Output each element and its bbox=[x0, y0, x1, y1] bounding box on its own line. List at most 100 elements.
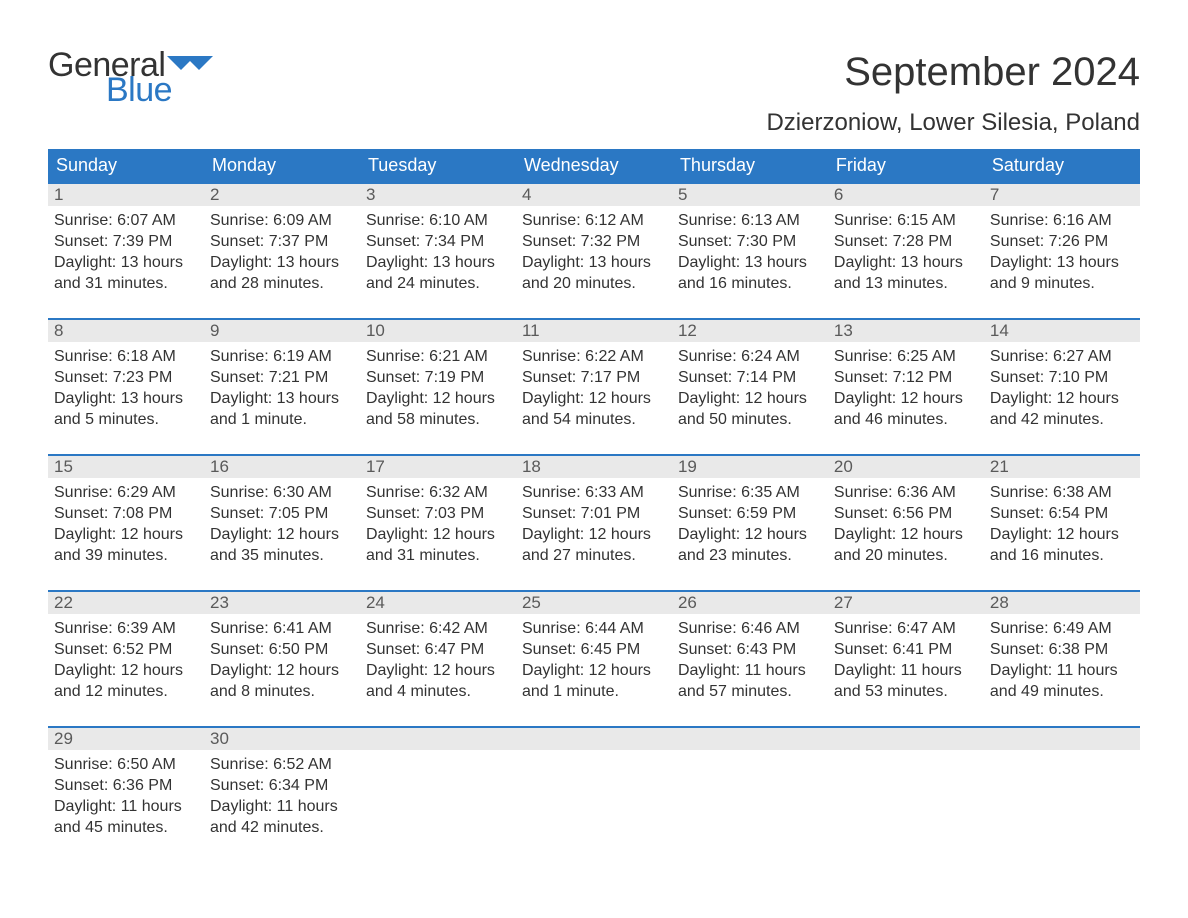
day-cell: 25Sunrise: 6:44 AMSunset: 6:45 PMDayligh… bbox=[516, 591, 672, 727]
day-number: 7 bbox=[984, 184, 1140, 206]
calendar-table: Sunday Monday Tuesday Wednesday Thursday… bbox=[48, 149, 1140, 863]
day2-text: and 5 minutes. bbox=[54, 409, 198, 430]
header: General Blue September 2024 Dzierzoniow,… bbox=[48, 50, 1140, 141]
day-number: 5 bbox=[672, 184, 828, 206]
day-details: Sunrise: 6:16 AMSunset: 7:26 PMDaylight:… bbox=[984, 206, 1140, 294]
sunrise-text: Sunrise: 6:10 AM bbox=[366, 210, 510, 231]
week-row: 22Sunrise: 6:39 AMSunset: 6:52 PMDayligh… bbox=[48, 591, 1140, 727]
sunset-text: Sunset: 7:32 PM bbox=[522, 231, 666, 252]
sunset-text: Sunset: 7:30 PM bbox=[678, 231, 822, 252]
sunrise-text: Sunrise: 6:47 AM bbox=[834, 618, 978, 639]
sunrise-text: Sunrise: 6:30 AM bbox=[210, 482, 354, 503]
sunrise-text: Sunrise: 6:29 AM bbox=[54, 482, 198, 503]
day-cell: 8Sunrise: 6:18 AMSunset: 7:23 PMDaylight… bbox=[48, 319, 204, 455]
sunrise-text: Sunrise: 6:39 AM bbox=[54, 618, 198, 639]
day-cell: 30Sunrise: 6:52 AMSunset: 6:34 PMDayligh… bbox=[204, 727, 360, 863]
day-details: Sunrise: 6:12 AMSunset: 7:32 PMDaylight:… bbox=[516, 206, 672, 294]
location-text: Dzierzoniow, Lower Silesia, Poland bbox=[766, 109, 1140, 137]
day-number-empty bbox=[828, 728, 984, 750]
day-cell bbox=[360, 727, 516, 863]
day1-text: Daylight: 13 hours bbox=[522, 252, 666, 273]
sunset-text: Sunset: 6:47 PM bbox=[366, 639, 510, 660]
logo: General Blue bbox=[48, 50, 215, 105]
sunrise-text: Sunrise: 6:52 AM bbox=[210, 754, 354, 775]
flag-icon bbox=[167, 52, 215, 79]
day1-text: Daylight: 12 hours bbox=[54, 660, 198, 681]
day-number: 4 bbox=[516, 184, 672, 206]
day-number: 22 bbox=[48, 592, 204, 614]
sunset-text: Sunset: 6:50 PM bbox=[210, 639, 354, 660]
day-cell bbox=[516, 727, 672, 863]
sunrise-text: Sunrise: 6:19 AM bbox=[210, 346, 354, 367]
weekday-header: Friday bbox=[828, 149, 984, 183]
day-details: Sunrise: 6:42 AMSunset: 6:47 PMDaylight:… bbox=[360, 614, 516, 702]
day1-text: Daylight: 11 hours bbox=[834, 660, 978, 681]
day-number: 23 bbox=[204, 592, 360, 614]
week-row: 29Sunrise: 6:50 AMSunset: 6:36 PMDayligh… bbox=[48, 727, 1140, 863]
sunset-text: Sunset: 7:26 PM bbox=[990, 231, 1134, 252]
day2-text: and 20 minutes. bbox=[522, 273, 666, 294]
sunset-text: Sunset: 6:38 PM bbox=[990, 639, 1134, 660]
sunset-text: Sunset: 7:10 PM bbox=[990, 367, 1134, 388]
day-number: 26 bbox=[672, 592, 828, 614]
day1-text: Daylight: 13 hours bbox=[210, 252, 354, 273]
day-details: Sunrise: 6:25 AMSunset: 7:12 PMDaylight:… bbox=[828, 342, 984, 430]
sunset-text: Sunset: 6:52 PM bbox=[54, 639, 198, 660]
day-number-empty bbox=[360, 728, 516, 750]
sunrise-text: Sunrise: 6:27 AM bbox=[990, 346, 1134, 367]
sunset-text: Sunset: 7:14 PM bbox=[678, 367, 822, 388]
sunrise-text: Sunrise: 6:41 AM bbox=[210, 618, 354, 639]
sunset-text: Sunset: 6:34 PM bbox=[210, 775, 354, 796]
day-number-empty bbox=[672, 728, 828, 750]
day1-text: Daylight: 12 hours bbox=[678, 524, 822, 545]
day2-text: and 12 minutes. bbox=[54, 681, 198, 702]
day-cell: 7Sunrise: 6:16 AMSunset: 7:26 PMDaylight… bbox=[984, 183, 1140, 319]
day-details: Sunrise: 6:44 AMSunset: 6:45 PMDaylight:… bbox=[516, 614, 672, 702]
day-number-empty bbox=[516, 728, 672, 750]
day2-text: and 50 minutes. bbox=[678, 409, 822, 430]
day-details: Sunrise: 6:22 AMSunset: 7:17 PMDaylight:… bbox=[516, 342, 672, 430]
day-number: 15 bbox=[48, 456, 204, 478]
month-title: September 2024 bbox=[766, 50, 1140, 95]
day1-text: Daylight: 12 hours bbox=[366, 524, 510, 545]
sunset-text: Sunset: 6:54 PM bbox=[990, 503, 1134, 524]
day-cell: 10Sunrise: 6:21 AMSunset: 7:19 PMDayligh… bbox=[360, 319, 516, 455]
day2-text: and 1 minute. bbox=[210, 409, 354, 430]
day2-text: and 58 minutes. bbox=[366, 409, 510, 430]
day2-text: and 57 minutes. bbox=[678, 681, 822, 702]
day-cell: 27Sunrise: 6:47 AMSunset: 6:41 PMDayligh… bbox=[828, 591, 984, 727]
sunset-text: Sunset: 7:01 PM bbox=[522, 503, 666, 524]
day-number: 27 bbox=[828, 592, 984, 614]
weekday-header-row: Sunday Monday Tuesday Wednesday Thursday… bbox=[48, 149, 1140, 183]
day-details: Sunrise: 6:36 AMSunset: 6:56 PMDaylight:… bbox=[828, 478, 984, 566]
day-cell bbox=[984, 727, 1140, 863]
sunset-text: Sunset: 7:08 PM bbox=[54, 503, 198, 524]
day-cell: 16Sunrise: 6:30 AMSunset: 7:05 PMDayligh… bbox=[204, 455, 360, 591]
day2-text: and 46 minutes. bbox=[834, 409, 978, 430]
day1-text: Daylight: 13 hours bbox=[990, 252, 1134, 273]
day-details: Sunrise: 6:07 AMSunset: 7:39 PMDaylight:… bbox=[48, 206, 204, 294]
sunset-text: Sunset: 7:23 PM bbox=[54, 367, 198, 388]
day-details: Sunrise: 6:47 AMSunset: 6:41 PMDaylight:… bbox=[828, 614, 984, 702]
day-cell: 14Sunrise: 6:27 AMSunset: 7:10 PMDayligh… bbox=[984, 319, 1140, 455]
day-details: Sunrise: 6:50 AMSunset: 6:36 PMDaylight:… bbox=[48, 750, 204, 838]
day-number: 20 bbox=[828, 456, 984, 478]
sunset-text: Sunset: 7:28 PM bbox=[834, 231, 978, 252]
day1-text: Daylight: 13 hours bbox=[678, 252, 822, 273]
day-cell: 15 Sunrise: 6:29 AMSunset: 7:08 PMDayligh… bbox=[48, 455, 204, 591]
day1-text: Daylight: 11 hours bbox=[210, 796, 354, 817]
day2-text: and 24 minutes. bbox=[366, 273, 510, 294]
day-number: 29 bbox=[48, 728, 204, 750]
day-number: 6 bbox=[828, 184, 984, 206]
weekday-header: Tuesday bbox=[360, 149, 516, 183]
day1-text: Daylight: 12 hours bbox=[990, 524, 1134, 545]
sunrise-text: Sunrise: 6:35 AM bbox=[678, 482, 822, 503]
day-details: Sunrise: 6:33 AMSunset: 7:01 PMDaylight:… bbox=[516, 478, 672, 566]
day1-text: Daylight: 12 hours bbox=[834, 524, 978, 545]
day1-text: Daylight: 12 hours bbox=[54, 524, 198, 545]
day-number-empty bbox=[984, 728, 1140, 750]
day2-text: and 9 minutes. bbox=[990, 273, 1134, 294]
day-cell: 12Sunrise: 6:24 AMSunset: 7:14 PMDayligh… bbox=[672, 319, 828, 455]
day-details: Sunrise: 6:10 AMSunset: 7:34 PMDaylight:… bbox=[360, 206, 516, 294]
sunset-text: Sunset: 7:21 PM bbox=[210, 367, 354, 388]
